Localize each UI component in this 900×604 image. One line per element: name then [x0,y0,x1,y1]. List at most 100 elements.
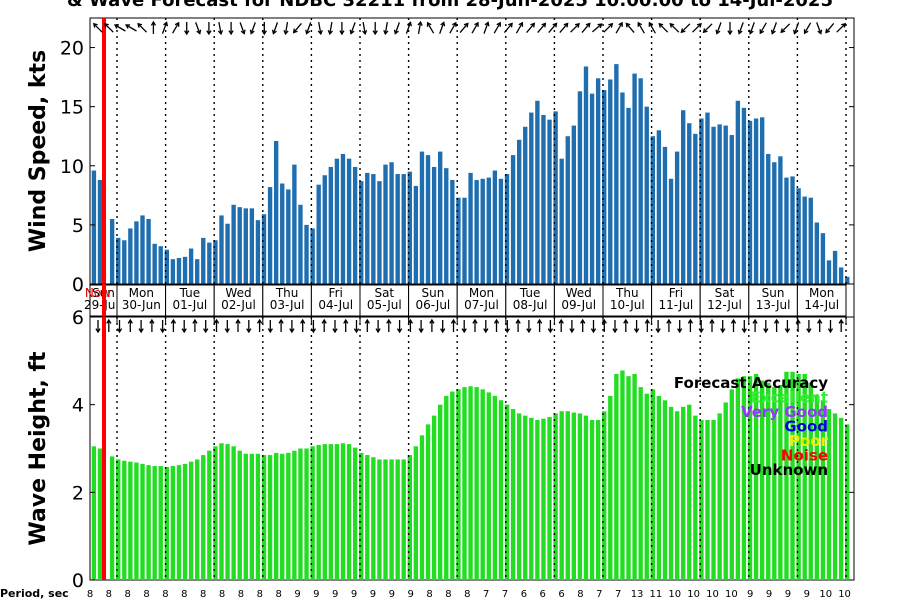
wind-bar [122,240,127,284]
period-value: 7 [615,589,621,600]
wave-ytick-label: 2 [72,482,84,504]
wave-direction-arrowhead [601,318,607,324]
wave-bar [662,400,668,580]
wave-direction-arrowhead [246,328,252,334]
period-value: 7 [596,589,602,600]
wave-bar [741,376,747,580]
wave-bar [772,387,777,580]
wind-bar [304,224,309,284]
wave-direction-arrowhead [203,328,209,334]
wind-direction-arrowhead [793,29,799,35]
wave-bar [802,373,807,580]
wind-bar [462,197,467,284]
wind-bar [298,204,303,284]
wind-bar [662,146,668,284]
wind-bar [693,133,698,284]
wind-bar [644,106,649,284]
wave-bar [620,370,625,580]
day-date-label: 07-Jul [464,298,499,312]
wind-direction-arrow [804,22,812,34]
wave-bar [784,371,789,580]
wave-bar [207,450,212,580]
wave-direction-arrowhead [224,328,230,334]
wind-direction-arrowhead [530,22,536,28]
wind-bar [456,197,461,284]
day-date-label: 13-Jul [756,298,791,312]
wind-direction-arrow [559,22,569,34]
wind-bar [796,188,801,284]
wave-direction-arrowhead [720,328,726,334]
day-cell [116,284,167,317]
wave-bar [425,424,431,580]
wave-bar [140,463,145,580]
wind-bar [383,164,388,284]
wave-bar [510,409,516,580]
wave-bar [498,400,504,580]
wind-ytick-label: 15 [60,97,84,119]
wind-bar [705,112,710,284]
day-of-week-label: Wed [566,286,592,300]
day-of-week-label: Thu [615,286,639,300]
wind-bar [310,228,315,284]
wave-bar [547,416,552,580]
wind-direction-arrowhead [552,22,558,28]
wave-bar [735,378,741,580]
wind-direction-arrowhead [574,22,580,28]
wave-bar [674,411,680,580]
wave-bar [650,389,655,580]
wave-direction-arrowhead [623,318,629,324]
wave-direction-arrowhead [515,318,521,324]
wind-direction-arrowhead [737,29,743,35]
wind-bar [753,118,759,285]
wave-direction-arrowhead [138,328,144,334]
wind-bar [741,107,747,284]
wind-ytick-label: 10 [60,156,84,178]
wind-bar [249,208,255,284]
wind-bar [529,112,534,284]
wind-direction-arrowhead [585,22,591,28]
wind-direction-arrowhead [727,30,733,36]
wind-direction-arrow [703,23,713,33]
wind-direction-arrowhead [240,29,246,35]
wave-ytick-label: 0 [72,570,84,592]
period-row: Period, sec 8 8 8 8 8 8 8 8 8 8 8 9 9 9 9 9 9 9 8 8 8 7 7 6 6 6 8 7 7… [0,587,851,600]
wind-direction-arrow [293,22,302,34]
wind-direction-arrowhead [440,21,446,27]
wind-direction-arrow [161,22,168,34]
wind-direction-arrowhead [113,24,120,29]
wind-bar [116,237,121,284]
wind-direction-arrow [218,21,222,35]
wind-bar [632,73,637,284]
wind-bar [650,136,655,284]
wave-direction-arrowhead [116,328,123,334]
wind-direction-arrow [615,22,623,34]
wave-bar [261,455,267,580]
wave-bar [711,420,716,580]
wind-bar [826,260,832,284]
wind-direction-arrow [104,23,114,33]
wind-direction-arrowhead [658,22,664,28]
wind-direction-arrow [570,23,580,33]
wave-direction-arrowhead [773,318,780,324]
wave-y-axis-label: Wave Height, ft [26,351,51,546]
wind-bar [510,155,516,284]
wind-bar [170,259,176,284]
day-date-label: 09-Jul [561,298,596,312]
period-value: 6 [540,589,546,600]
day-date-label: 08-Jul [513,298,548,312]
wave-bar [632,373,637,580]
wave-direction-arrowhead [569,328,575,334]
wind-direction-arrow [417,21,422,35]
wind-direction-arrowhead [417,20,423,27]
period-value: 9 [804,589,810,600]
wave-bar [571,412,577,580]
wind-bar [802,196,807,284]
wave-direction-arrowhead [504,328,510,334]
wind-direction-arrowhead [484,21,490,27]
wind-direction-arrow [793,22,800,34]
wind-bar [425,155,431,284]
wind-bar [784,177,789,284]
wind-bar [547,119,552,284]
wind-direction-arrow [250,22,256,34]
day-date-label: 06-Jul [416,298,451,312]
